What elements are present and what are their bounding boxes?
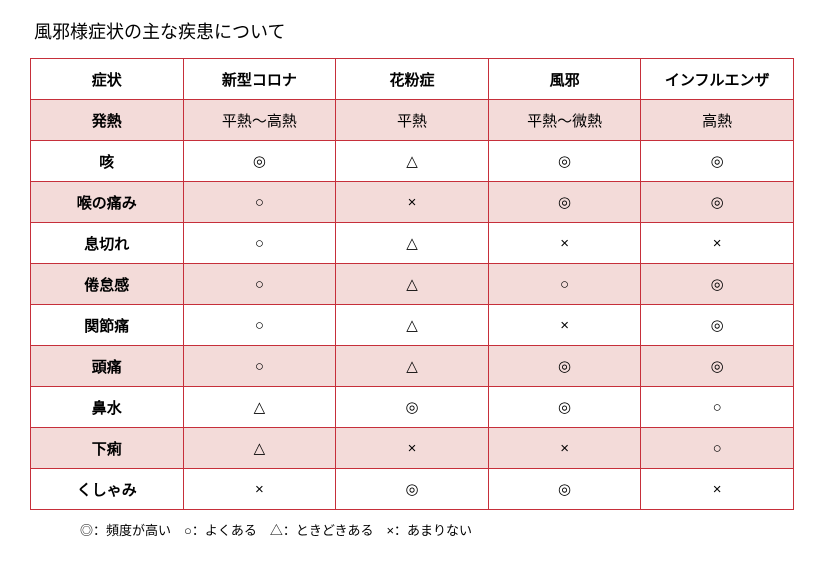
cell: ◎ <box>336 387 489 428</box>
cell: 平熱～高熱 <box>183 100 336 141</box>
symptom-table: 症状 新型コロナ 花粉症 風邪 インフルエンザ 発熱平熱～高熱平熱平熱～微熱高熱… <box>30 58 794 510</box>
cell: △ <box>336 223 489 264</box>
cell: ◎ <box>183 141 336 182</box>
table-head: 症状 新型コロナ 花粉症 風邪 インフルエンザ <box>31 59 794 100</box>
page-title: 風邪様症状の主な疾患について <box>34 18 794 44</box>
cell: △ <box>336 141 489 182</box>
cell: 平熱 <box>336 100 489 141</box>
cell: ◎ <box>488 182 641 223</box>
col-header-cold: 風邪 <box>488 59 641 100</box>
cell: △ <box>336 305 489 346</box>
row-label: 喉の痛み <box>31 182 184 223</box>
table-row: 倦怠感○△○◎ <box>31 264 794 305</box>
cell: △ <box>336 264 489 305</box>
table-row: 頭痛○△◎◎ <box>31 346 794 387</box>
table-row: 咳◎△◎◎ <box>31 141 794 182</box>
table-row: 発熱平熱～高熱平熱平熱～微熱高熱 <box>31 100 794 141</box>
cell: ◎ <box>641 305 794 346</box>
row-label: 息切れ <box>31 223 184 264</box>
cell: × <box>183 469 336 510</box>
cell: ○ <box>641 428 794 469</box>
cell: ◎ <box>488 387 641 428</box>
cell: × <box>641 469 794 510</box>
table-row: 鼻水△◎◎○ <box>31 387 794 428</box>
cell: 平熱～微熱 <box>488 100 641 141</box>
row-label: くしゃみ <box>31 469 184 510</box>
cell: ○ <box>183 264 336 305</box>
cell: ◎ <box>641 182 794 223</box>
col-header-hayfever: 花粉症 <box>336 59 489 100</box>
header-row: 症状 新型コロナ 花粉症 風邪 インフルエンザ <box>31 59 794 100</box>
row-label: 鼻水 <box>31 387 184 428</box>
cell: ○ <box>183 305 336 346</box>
table-row: くしゃみ×◎◎× <box>31 469 794 510</box>
cell: ○ <box>488 264 641 305</box>
row-label: 咳 <box>31 141 184 182</box>
page-root: 風邪様症状の主な疾患について 症状 新型コロナ 花粉症 風邪 インフルエンザ 発… <box>0 0 824 579</box>
cell: 高熱 <box>641 100 794 141</box>
cell: × <box>488 305 641 346</box>
cell: ◎ <box>488 346 641 387</box>
cell: ◎ <box>488 469 641 510</box>
table-row: 関節痛○△×◎ <box>31 305 794 346</box>
cell: ◎ <box>641 264 794 305</box>
cell: ○ <box>183 182 336 223</box>
table-row: 息切れ○△×× <box>31 223 794 264</box>
legend-text: ◎：頻度が高い ○：よくある △：ときどきある ×：あまりない <box>80 520 794 539</box>
cell: ○ <box>183 223 336 264</box>
cell: × <box>336 428 489 469</box>
col-header-flu: インフルエンザ <box>641 59 794 100</box>
cell: ◎ <box>488 141 641 182</box>
col-header-symptom: 症状 <box>31 59 184 100</box>
table-body: 発熱平熱～高熱平熱平熱～微熱高熱咳◎△◎◎喉の痛み○×◎◎息切れ○△××倦怠感○… <box>31 100 794 510</box>
row-label: 発熱 <box>31 100 184 141</box>
cell: ◎ <box>336 469 489 510</box>
row-label: 倦怠感 <box>31 264 184 305</box>
cell: ○ <box>641 387 794 428</box>
col-header-covid: 新型コロナ <box>183 59 336 100</box>
cell: × <box>488 223 641 264</box>
cell: × <box>641 223 794 264</box>
table-row: 下痢△××○ <box>31 428 794 469</box>
cell: ○ <box>183 346 336 387</box>
cell: △ <box>183 428 336 469</box>
cell: △ <box>336 346 489 387</box>
row-label: 関節痛 <box>31 305 184 346</box>
cell: × <box>488 428 641 469</box>
cell: △ <box>183 387 336 428</box>
row-label: 下痢 <box>31 428 184 469</box>
row-label: 頭痛 <box>31 346 184 387</box>
cell: ◎ <box>641 346 794 387</box>
cell: × <box>336 182 489 223</box>
table-row: 喉の痛み○×◎◎ <box>31 182 794 223</box>
cell: ◎ <box>641 141 794 182</box>
